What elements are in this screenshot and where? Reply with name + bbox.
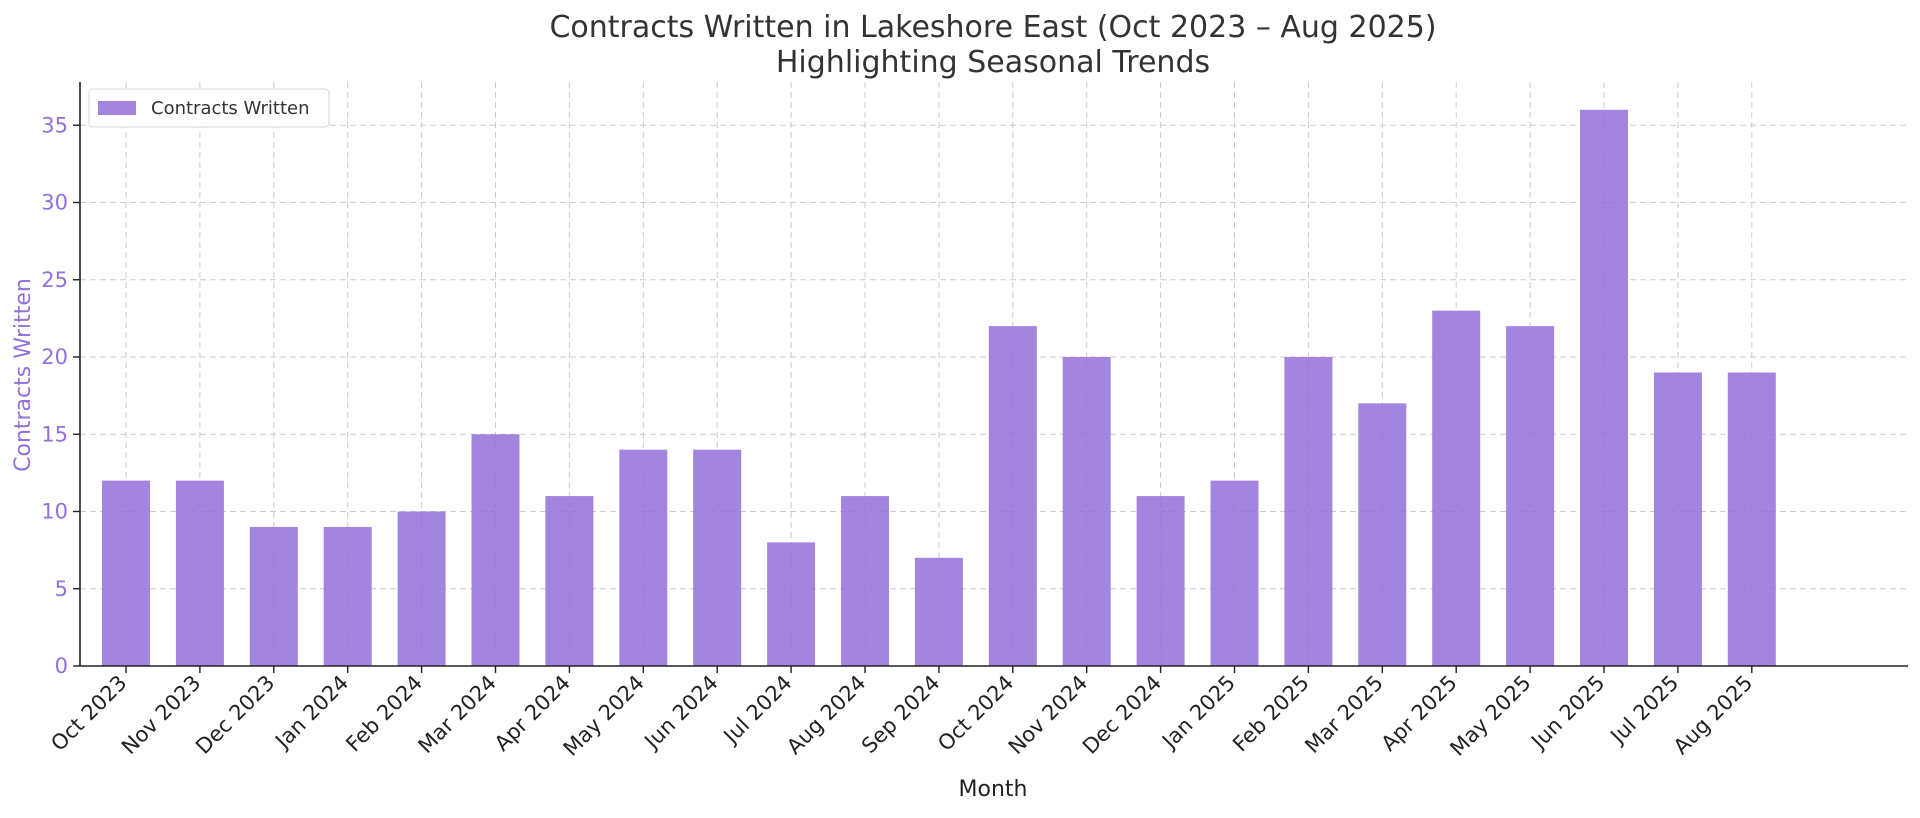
x-tick-label: Sep 2024 bbox=[857, 671, 944, 758]
bar bbox=[841, 496, 889, 666]
bar bbox=[1727, 372, 1776, 666]
x-tick-label: Mar 2024 bbox=[414, 671, 502, 759]
x-tick-label: May 2024 bbox=[559, 671, 649, 761]
y-tick-label: 30 bbox=[41, 191, 68, 215]
x-tick-label: Dec 2023 bbox=[191, 671, 279, 759]
x-tick-label: Nov 2024 bbox=[1004, 671, 1092, 759]
bar bbox=[545, 496, 594, 666]
bar bbox=[471, 434, 520, 666]
bar bbox=[1136, 496, 1185, 666]
y-tick-label: 25 bbox=[41, 268, 68, 292]
chart-subtitle: Highlighting Seasonal Trends bbox=[776, 45, 1210, 80]
x-tick-label: Feb 2025 bbox=[1228, 671, 1314, 757]
legend: Contracts Written bbox=[88, 88, 330, 128]
y-tick-label: 35 bbox=[41, 113, 68, 137]
y-tick-label: 20 bbox=[41, 345, 68, 369]
bar bbox=[914, 557, 963, 666]
x-tick-label: Dec 2024 bbox=[1078, 671, 1166, 759]
x-tick-label: Jun 2024 bbox=[639, 671, 723, 755]
x-tick-label: May 2025 bbox=[1445, 671, 1535, 761]
legend-frame bbox=[88, 88, 330, 128]
bar bbox=[1506, 326, 1555, 666]
bars bbox=[102, 109, 1776, 667]
x-tick-label: Jan 2025 bbox=[1156, 671, 1240, 755]
y-tick-label: 5 bbox=[55, 577, 68, 601]
x-tick-label: Jan 2024 bbox=[269, 671, 353, 755]
y-axis-title: Contracts Written bbox=[11, 278, 36, 472]
bar bbox=[988, 326, 1037, 666]
y-axis-ticks: 0 5 10 15 20 25 30 35 bbox=[41, 113, 80, 678]
x-tick-label: Aug 2024 bbox=[782, 671, 870, 759]
x-tick-label: Aug 2025 bbox=[1669, 671, 1757, 759]
x-tick-label: Jun 2025 bbox=[1525, 671, 1609, 755]
bar bbox=[1580, 109, 1628, 667]
x-tick-label: Jul 2024 bbox=[718, 671, 797, 750]
y-tick-label: 15 bbox=[41, 422, 68, 446]
bar bbox=[767, 542, 816, 666]
bar bbox=[397, 511, 446, 666]
bar bbox=[1653, 372, 1702, 666]
x-tick-label: Mar 2025 bbox=[1300, 671, 1388, 759]
chart-title: Contracts Written in Lakeshore East (Oct… bbox=[549, 10, 1436, 45]
x-tick-label: Feb 2024 bbox=[341, 671, 427, 757]
bar bbox=[323, 526, 372, 666]
bar bbox=[1358, 403, 1407, 666]
bar bbox=[249, 526, 298, 666]
bar bbox=[1062, 357, 1111, 666]
legend-label: Contracts Written bbox=[151, 98, 310, 119]
y-tick-label: 0 bbox=[55, 654, 68, 678]
bar bbox=[1210, 480, 1259, 666]
bar bbox=[175, 480, 224, 666]
bar bbox=[102, 480, 150, 666]
bar bbox=[1432, 310, 1481, 666]
bar bbox=[693, 449, 742, 666]
x-tick-label: Jul 2025 bbox=[1605, 671, 1684, 750]
bar bbox=[1284, 357, 1333, 666]
x-tick-label: Nov 2023 bbox=[117, 671, 205, 759]
x-axis-title: Month bbox=[959, 777, 1028, 802]
bar bbox=[619, 449, 668, 666]
y-tick-label: 10 bbox=[41, 500, 68, 524]
legend-swatch bbox=[98, 101, 136, 115]
